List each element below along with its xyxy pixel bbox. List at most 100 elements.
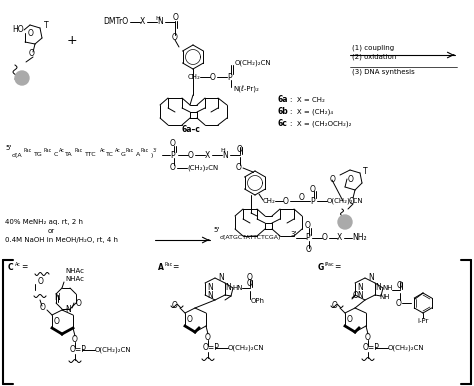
Text: O: O [353, 291, 359, 300]
Text: NH: NH [379, 294, 390, 300]
Text: =: = [172, 262, 178, 271]
Text: Pac: Pac [24, 149, 32, 154]
Text: N: N [157, 17, 163, 27]
Text: O: O [247, 279, 253, 288]
Text: d(A: d(A [12, 152, 23, 157]
Text: P: P [310, 196, 315, 205]
Text: O: O [188, 151, 194, 159]
Text: O: O [236, 163, 242, 171]
Text: 3': 3' [290, 231, 296, 237]
Text: O: O [283, 196, 289, 205]
Text: 5': 5' [213, 227, 219, 233]
Text: O: O [397, 281, 403, 291]
Text: O: O [38, 276, 44, 286]
Text: =: = [21, 262, 27, 271]
Text: N: N [375, 283, 381, 293]
Text: O: O [348, 174, 354, 183]
Text: H: H [155, 15, 160, 20]
Text: O: O [170, 139, 176, 149]
Text: (2) oxidation: (2) oxidation [352, 54, 396, 60]
Text: ): ) [151, 152, 154, 157]
Text: CH₂: CH₂ [188, 74, 201, 80]
Text: 3': 3' [153, 149, 157, 154]
Text: OPh: OPh [251, 298, 265, 304]
Text: O=P: O=P [70, 345, 87, 354]
Text: O: O [29, 49, 35, 59]
Text: N: N [357, 291, 363, 300]
Text: O(CH₂)₂CN: O(CH₂)₂CN [235, 60, 272, 66]
Text: 5': 5' [5, 145, 11, 151]
Text: O(CH₂)₂CN: O(CH₂)₂CN [327, 198, 364, 204]
Text: N: N [225, 283, 231, 293]
Text: O: O [237, 146, 243, 154]
Text: (CH₂)₂CN: (CH₂)₂CN [187, 165, 218, 171]
Text: N: N [65, 305, 71, 315]
Text: :  X = CH₂: : X = CH₂ [290, 97, 325, 103]
Text: O: O [247, 273, 253, 281]
Text: O(CH₂)₂CN: O(CH₂)₂CN [228, 345, 264, 351]
Text: O: O [172, 32, 178, 42]
Text: O: O [322, 234, 328, 242]
Text: Pac: Pac [126, 149, 134, 154]
Text: TA: TA [65, 152, 73, 157]
Text: 0.4M NaOH in MeOH/H₂O, rt, 4 h: 0.4M NaOH in MeOH/H₂O, rt, 4 h [5, 237, 118, 243]
Text: Pac: Pac [75, 149, 83, 154]
Text: TG: TG [34, 152, 43, 157]
Text: O: O [173, 14, 179, 22]
Text: X: X [140, 17, 145, 27]
Text: C: C [8, 262, 14, 271]
Text: =: = [334, 262, 340, 271]
Circle shape [338, 215, 352, 229]
Text: O: O [28, 29, 34, 37]
Text: O: O [172, 301, 178, 310]
Text: H: H [220, 149, 225, 154]
Text: DMTrO: DMTrO [103, 17, 128, 27]
Text: A: A [136, 152, 140, 157]
Text: G: G [121, 152, 126, 157]
Text: O(CH₂)₂CN: O(CH₂)₂CN [388, 345, 425, 351]
Text: O: O [332, 301, 338, 310]
Text: O: O [76, 298, 82, 308]
Text: T: T [363, 166, 368, 176]
Text: O: O [72, 335, 78, 344]
Text: NH: NH [382, 285, 392, 291]
Text: O: O [187, 315, 193, 323]
Text: Pac: Pac [141, 149, 149, 154]
Text: (1) coupling: (1) coupling [352, 45, 394, 51]
Text: 6c: 6c [278, 120, 288, 129]
Text: O: O [205, 332, 211, 342]
Text: iPac: iPac [325, 261, 335, 266]
Text: C: C [54, 152, 58, 157]
Text: Ac: Ac [115, 149, 121, 154]
Text: O: O [40, 303, 46, 313]
Text: NHAc: NHAc [65, 268, 84, 274]
Text: HO: HO [12, 25, 24, 34]
Text: :  X = (CH₂OCH₂)₂: : X = (CH₂OCH₂)₂ [290, 121, 352, 127]
Text: O=P: O=P [363, 344, 380, 352]
Text: A: A [158, 262, 164, 271]
Text: X: X [337, 234, 342, 242]
Text: T: T [44, 20, 49, 29]
Text: or: or [48, 228, 55, 234]
Text: NH₂: NH₂ [352, 234, 366, 242]
Text: d(ATGCTATTCTCGA): d(ATGCTATTCTCGA) [220, 235, 282, 240]
Text: (3) DNA synthesis: (3) DNA synthesis [352, 69, 415, 75]
Text: N: N [218, 273, 224, 281]
Text: 40% MeNH₂ aq. rt, 2 h: 40% MeNH₂ aq. rt, 2 h [5, 219, 83, 225]
Text: O: O [170, 163, 176, 171]
Text: N: N [207, 283, 213, 293]
Text: O: O [330, 176, 336, 185]
Text: O: O [349, 196, 355, 205]
Text: NHAc: NHAc [65, 276, 84, 282]
Text: CH₂: CH₂ [263, 198, 276, 204]
Text: i-Pr: i-Pr [417, 318, 428, 324]
Text: +: + [67, 34, 77, 46]
Text: O: O [306, 245, 312, 254]
Text: O: O [365, 332, 371, 342]
Text: TTC: TTC [85, 152, 97, 157]
Text: TC: TC [106, 152, 114, 157]
Text: N: N [368, 273, 374, 281]
Text: O: O [210, 73, 216, 81]
Text: HN: HN [232, 285, 243, 291]
Text: O=P: O=P [203, 344, 220, 352]
